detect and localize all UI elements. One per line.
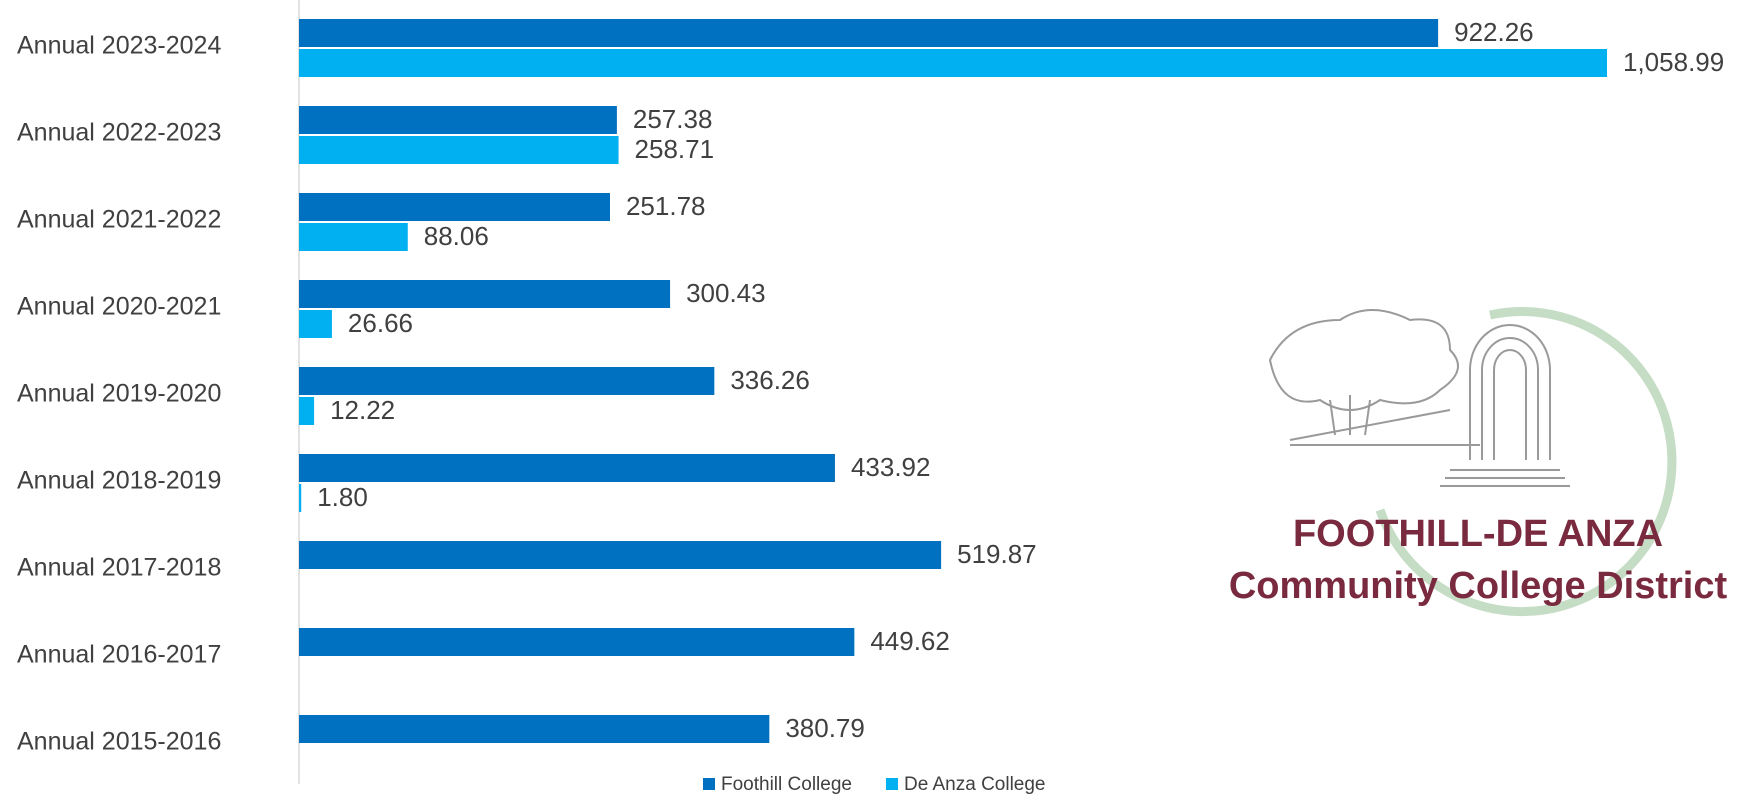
value-label: 336.26 [730, 365, 810, 395]
value-label: 1,058.99 [1623, 47, 1724, 77]
y-tick-label: Annual 2020-2021 [17, 293, 221, 321]
bar [299, 367, 715, 395]
bar [299, 484, 302, 512]
y-tick-label: Annual 2017-2018 [17, 554, 221, 582]
logo-graphic [1268, 307, 1677, 617]
logo-text: Community College District [1229, 565, 1728, 607]
bar [299, 223, 408, 251]
bar [299, 106, 617, 134]
bar [299, 136, 619, 164]
bar [299, 397, 315, 425]
y-tick-label: Annual 2023-2024 [17, 32, 221, 60]
bar [299, 280, 671, 308]
legend-label: De Anza College [904, 774, 1046, 795]
value-label: 433.92 [851, 452, 931, 482]
value-label: 449.62 [870, 626, 950, 656]
y-tick-label: Annual 2016-2017 [17, 641, 221, 669]
value-label: 300.43 [686, 278, 766, 308]
y-tick-label: Annual 2022-2023 [17, 119, 221, 147]
legend-swatch [703, 778, 715, 790]
value-label: 257.38 [633, 104, 713, 134]
y-tick-label: Annual 2019-2020 [17, 380, 221, 408]
bar [299, 310, 332, 338]
legend-swatch [885, 778, 898, 790]
value-label: 88.06 [424, 221, 489, 251]
legend-label: Foothill College [721, 774, 852, 795]
bar [299, 19, 1439, 47]
bar [299, 49, 1607, 77]
y-tick-label: Annual 2015-2016 [17, 728, 221, 756]
value-label: 26.66 [348, 308, 413, 338]
bar [299, 454, 835, 482]
value-label: 519.87 [957, 539, 1037, 569]
value-label: 922.26 [1454, 17, 1534, 47]
bar [299, 715, 770, 743]
y-tick-label: Annual 2021-2022 [17, 206, 221, 234]
value-label: 12.22 [330, 395, 395, 425]
bar [299, 193, 610, 221]
value-label: 258.71 [635, 134, 715, 164]
bar [299, 541, 942, 569]
logo-text: FOOTHILL-DE ANZA [1293, 513, 1663, 555]
value-label: 380.79 [785, 713, 865, 743]
y-tick-label: Annual 2018-2019 [17, 467, 221, 495]
bar [299, 628, 855, 656]
value-label: 251.78 [626, 191, 706, 221]
value-label: 1.80 [317, 482, 368, 512]
